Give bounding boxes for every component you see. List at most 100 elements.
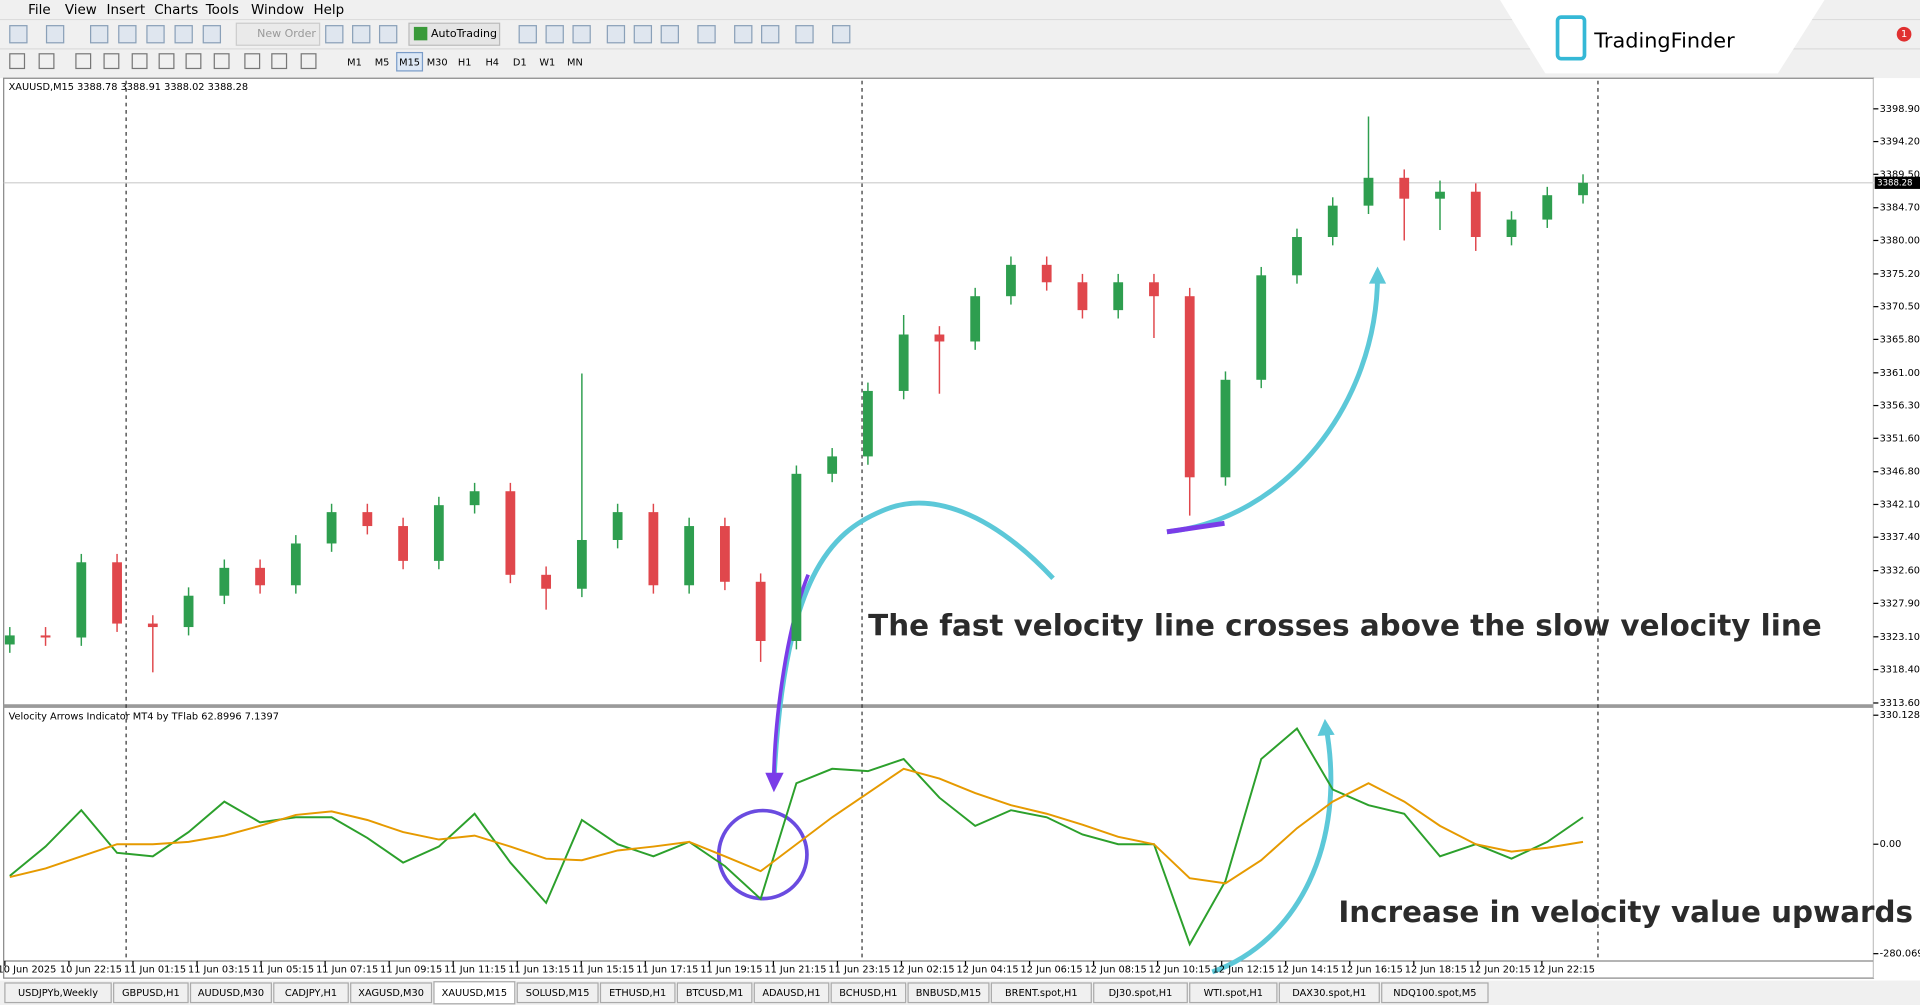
drawing-tool[interactable] bbox=[103, 53, 120, 70]
arrow-head bbox=[765, 772, 784, 793]
chart-tab[interactable] bbox=[1189, 982, 1278, 1004]
chart-tab[interactable] bbox=[113, 982, 189, 1004]
toolbar-icon[interactable] bbox=[660, 25, 679, 44]
drawing-tool[interactable] bbox=[300, 53, 317, 70]
menu-item[interactable]: Window bbox=[251, 3, 304, 18]
x-tick-label: 12 Jun 16:15 bbox=[1341, 965, 1403, 976]
toolbar-icon[interactable] bbox=[118, 25, 137, 44]
toolbar-icon[interactable] bbox=[378, 25, 398, 44]
chart-tab[interactable] bbox=[1278, 982, 1380, 1004]
menu-item[interactable]: Help bbox=[313, 3, 344, 18]
chart-tab-label[interactable]: BCHUSD,H1 bbox=[839, 988, 897, 999]
chart-tab-label[interactable]: DJ30.spot,H1 bbox=[1109, 988, 1173, 999]
chart-tab-label[interactable]: SOLUSD,M15 bbox=[526, 988, 590, 999]
chart-tab[interactable] bbox=[433, 981, 516, 1005]
chart-tab-label[interactable]: DAX30.spot,H1 bbox=[1292, 988, 1366, 999]
chart-tab[interactable] bbox=[516, 982, 599, 1004]
toolbar-icon[interactable] bbox=[697, 25, 716, 44]
y-tick-label: 3370.50 bbox=[1880, 302, 1920, 313]
chart-tab-label[interactable]: BNBUSD,M15 bbox=[916, 988, 982, 999]
timeframe-button[interactable]: M5 bbox=[375, 57, 390, 68]
autotrading-label[interactable]: AutoTrading bbox=[431, 27, 497, 40]
x-tick-label: 11 Jun 23:15 bbox=[828, 965, 890, 976]
chart-tab[interactable] bbox=[273, 982, 349, 1004]
toolbar-icon[interactable] bbox=[633, 25, 653, 44]
timeframe-button[interactable]: W1 bbox=[539, 57, 555, 68]
drawing-tool[interactable] bbox=[9, 53, 26, 70]
velocity-line bbox=[9, 727, 1584, 947]
drawing-tool[interactable] bbox=[158, 53, 175, 70]
chart-tab[interactable] bbox=[753, 982, 830, 1004]
notification-badge[interactable] bbox=[1896, 26, 1912, 42]
toolbar-icon[interactable] bbox=[174, 25, 193, 44]
timeframe-button[interactable]: MN bbox=[567, 57, 583, 68]
toolbar-icon[interactable] bbox=[90, 25, 109, 44]
chart-tab[interactable] bbox=[676, 982, 753, 1004]
new-order-button[interactable] bbox=[235, 22, 321, 46]
chart-tab[interactable] bbox=[599, 982, 676, 1004]
menu-item[interactable]: Insert bbox=[107, 3, 146, 18]
candle-body bbox=[1149, 282, 1159, 297]
chart-tab-label[interactable]: CADJPY,H1 bbox=[285, 988, 337, 999]
chart-tab-label[interactable]: USDJPYb,Weekly bbox=[18, 988, 98, 999]
menu-item[interactable]: File bbox=[28, 3, 51, 18]
chart-tab-label[interactable]: AUDUSD,M30 bbox=[198, 988, 264, 999]
candle-body bbox=[934, 334, 945, 342]
toolbar-icon[interactable] bbox=[45, 25, 65, 44]
autotrading-button[interactable] bbox=[408, 22, 501, 46]
chart-tab[interactable] bbox=[350, 982, 433, 1004]
toolbar-icon[interactable] bbox=[761, 25, 780, 44]
toolbar-icon[interactable] bbox=[518, 25, 537, 44]
toolbar-icon[interactable] bbox=[734, 25, 753, 44]
drawing-tool[interactable] bbox=[213, 53, 230, 70]
drawing-tool[interactable] bbox=[131, 53, 148, 70]
toolbar-icon[interactable] bbox=[202, 25, 222, 44]
toolbar-icon[interactable] bbox=[325, 25, 344, 44]
timeframe-button[interactable]: M15 bbox=[399, 57, 420, 68]
chart-tab-label[interactable]: WTI.spot,H1 bbox=[1204, 988, 1263, 999]
chart-tab-label[interactable]: XAGUSD,M30 bbox=[358, 988, 424, 999]
chart-tab[interactable] bbox=[1381, 982, 1489, 1004]
toolbar-icon[interactable] bbox=[832, 25, 851, 44]
chart-tab[interactable] bbox=[1093, 982, 1188, 1004]
candle-body bbox=[541, 574, 552, 589]
y-tick-label: 3398.90 bbox=[1880, 104, 1920, 115]
toolbar-icon[interactable] bbox=[9, 25, 28, 44]
y-tick-label: 3337.40 bbox=[1880, 532, 1920, 543]
toolbar-icon[interactable] bbox=[572, 25, 591, 44]
new-order-label[interactable]: New Order bbox=[257, 27, 316, 40]
toolbar-icon[interactable] bbox=[795, 25, 814, 44]
chart-tab-label[interactable]: XAUUSD,M15 bbox=[442, 988, 507, 999]
timeframe-button[interactable]: M1 bbox=[347, 57, 362, 68]
chart-tab-label[interactable]: BRENT.spot,H1 bbox=[1005, 988, 1078, 999]
chart-tab-label[interactable]: GBPUSD,H1 bbox=[122, 988, 180, 999]
chart-tab[interactable] bbox=[830, 982, 907, 1004]
drawing-tool[interactable] bbox=[185, 53, 202, 70]
chart-tab[interactable] bbox=[990, 982, 1092, 1004]
toolbar-icon[interactable] bbox=[606, 25, 626, 44]
drawing-tool[interactable] bbox=[271, 53, 288, 70]
chart-tab[interactable] bbox=[4, 982, 112, 1004]
chart-tab-label[interactable]: BTCUSD,M1 bbox=[686, 988, 744, 999]
toolbar-icon[interactable] bbox=[146, 25, 165, 44]
drawing-tool[interactable] bbox=[75, 53, 92, 70]
timeframe-button[interactable]: H4 bbox=[485, 57, 499, 68]
drawing-tool[interactable] bbox=[38, 53, 55, 70]
menu-item[interactable]: View bbox=[65, 3, 97, 18]
chart-tab[interactable] bbox=[907, 982, 990, 1004]
menu-item[interactable]: Tools bbox=[205, 3, 239, 18]
chart-tab-label[interactable]: ADAUSD,H1 bbox=[762, 988, 820, 999]
timeframe-button[interactable]: M30 bbox=[427, 57, 448, 68]
drawing-tool[interactable] bbox=[244, 53, 261, 70]
toolbar-icon[interactable] bbox=[545, 25, 564, 44]
current-price-label: 3388.28 bbox=[1877, 178, 1912, 188]
menu-item[interactable]: Charts bbox=[154, 3, 198, 18]
timeframe-button[interactable]: D1 bbox=[513, 57, 527, 68]
chart-tab-label[interactable]: ETHUSD,H1 bbox=[609, 988, 666, 999]
chart-tab[interactable] bbox=[189, 982, 272, 1004]
candle-body bbox=[1578, 182, 1588, 196]
candle-body bbox=[433, 505, 444, 561]
chart-tab-label[interactable]: NDQ100.spot,M5 bbox=[1393, 988, 1476, 999]
timeframe-button[interactable]: H1 bbox=[458, 57, 472, 68]
toolbar-icon[interactable] bbox=[352, 25, 371, 44]
